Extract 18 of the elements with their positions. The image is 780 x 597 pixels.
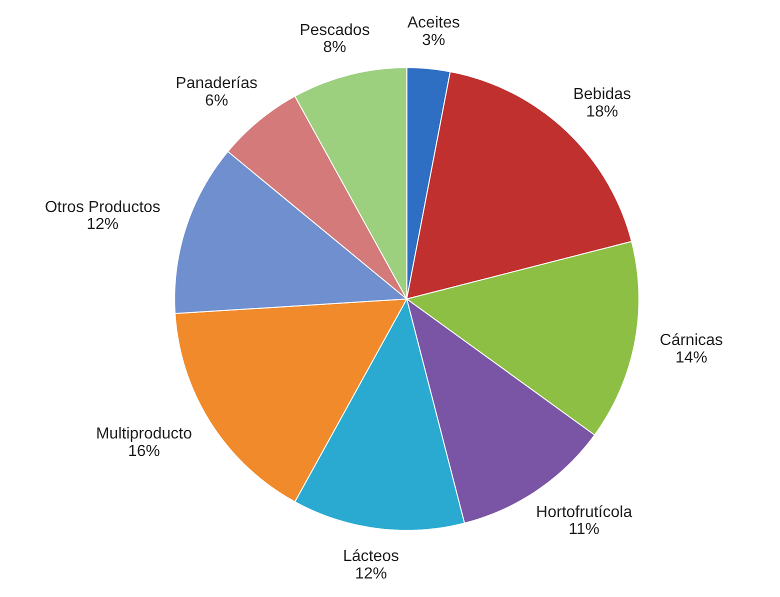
data-label: 6%	[205, 92, 228, 110]
data-label: 18%	[586, 104, 618, 121]
slice-label: Panaderías	[176, 75, 258, 92]
slice-label: Lácteos	[342, 548, 400, 566]
slice-label: Aceites	[407, 14, 460, 32]
data-label: 14%	[675, 349, 708, 366]
slice-label: Bebidas	[573, 86, 632, 104]
data-label: 12%	[86, 216, 119, 234]
slice-label: Pescados	[300, 22, 370, 39]
data-label: 11%	[568, 521, 600, 538]
slice-label: Otros Productos	[44, 198, 160, 216]
data-label: 3%	[422, 32, 446, 49]
data-label: 12%	[354, 565, 387, 582]
slice-label: Hortofrutícola	[536, 504, 632, 521]
data-label: 16%	[128, 443, 160, 460]
data-label: 8%	[323, 39, 346, 56]
slice-label: Cárnicas	[660, 332, 723, 350]
slice-label: Multiproducto	[96, 426, 192, 443]
